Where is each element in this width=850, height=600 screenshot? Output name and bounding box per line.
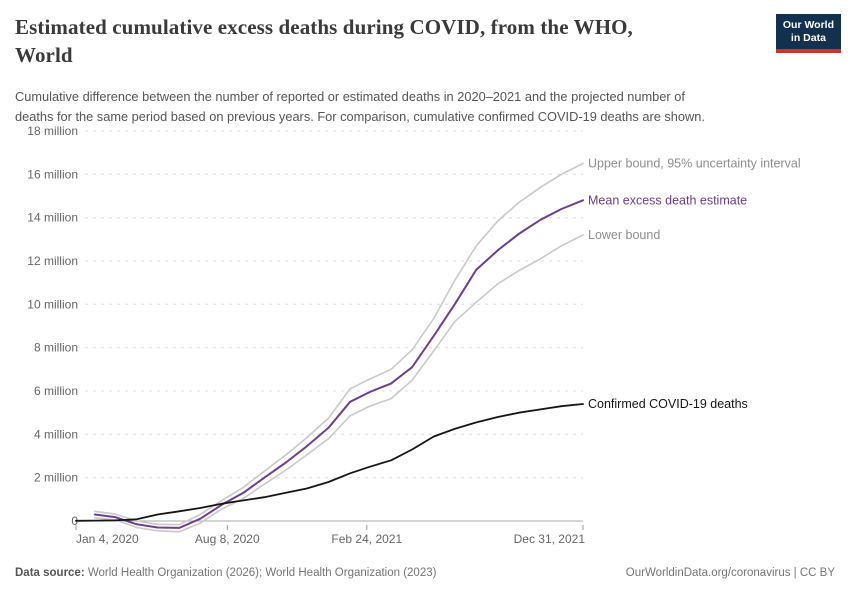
x-axis-label: Jan 4, 2020 [76,532,139,546]
page-title: Estimated cumulative excess deaths durin… [15,14,755,69]
y-axis-label: 10 million [27,297,78,311]
series-line-lower-bound [94,234,584,533]
data-source-text: World Health Organization (2026); World … [84,567,437,579]
y-axis-label: 2 million [34,471,78,485]
y-axis-label: 6 million [34,384,78,398]
series-label-confirmed: Confirmed COVID-19 deaths [588,397,748,411]
series-line-confirmed [75,403,584,522]
y-axis-label: 8 million [34,341,78,355]
x-axis-label: Aug 8, 2020 [195,532,260,546]
x-axis-label: Dec 31, 2021 [514,532,586,546]
owid-logo-line-2: in Data [790,32,826,45]
chart-subtitle-line-1: Cumulative difference between the number… [15,89,685,104]
series-label-mean: Mean excess death estimate [588,193,747,207]
y-axis-label: 4 million [34,427,78,441]
y-axis-label: 18 million [27,124,78,138]
owid-logo: Our World in Data [775,14,841,54]
y-axis-label: 12 million [27,254,78,268]
x-axis-label: Feb 24, 2021 [331,532,402,546]
page-title-line-1: Estimated cumulative excess deaths durin… [15,15,633,39]
series-label-lower-bound: Lower bound [588,228,660,242]
owid-credit-link[interactable]: OurWorldinData.org/coronavirus | CC BY [625,567,835,579]
chart-subtitle-line-2: deaths for the same period based on prev… [15,109,705,125]
chart-footer: Data source: World Health Organization (… [15,567,835,579]
data-source-label: Data source: [15,567,85,579]
series-label-upper-bound: Upper bound, 95% uncertainty interval [588,157,801,171]
series-line-mean [93,199,584,529]
owid-logo-line-1: Our World [782,19,834,31]
page-title-line-2: World [15,42,73,67]
chart-subtitle: Cumulative difference between the number… [15,87,835,128]
series-line-upper-bound [94,162,584,526]
line-chart: 0 2 million 4 million 6 million 8 million 10 … [27,124,801,546]
y-axis-label: 0 [71,514,78,528]
y-axis-label: 14 million [27,211,78,225]
data-source-note: Data source: World Health Organization (… [15,567,436,579]
y-axis-label: 16 million [27,167,78,181]
